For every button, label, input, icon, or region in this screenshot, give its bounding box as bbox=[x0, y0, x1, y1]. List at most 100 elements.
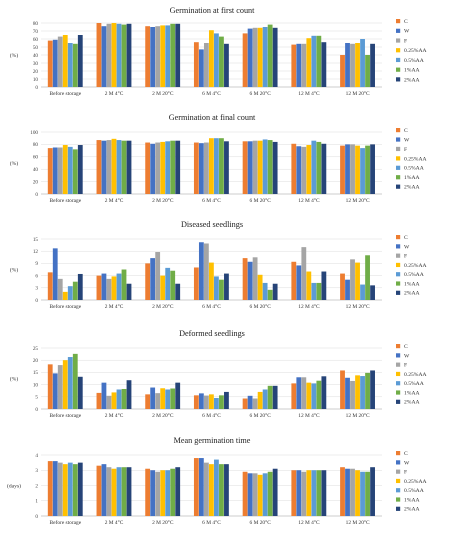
bar-1AA-5 bbox=[316, 141, 322, 194]
bar-05AA-0 bbox=[67, 462, 73, 517]
y-tick-label: 100 bbox=[30, 130, 38, 136]
bar-2AA-2 bbox=[175, 467, 181, 516]
bar-1AA-5 bbox=[316, 282, 322, 300]
bar-025AA-4 bbox=[257, 391, 263, 409]
legend-label: W bbox=[404, 137, 410, 143]
bar-2AA-1 bbox=[126, 380, 132, 409]
bar-025AA-1 bbox=[111, 276, 117, 300]
bar-2AA-2 bbox=[175, 23, 181, 87]
legend-label: 0.25%AA bbox=[404, 372, 427, 378]
bar-W-3 bbox=[198, 242, 204, 300]
bar-2AA-2 bbox=[175, 382, 181, 409]
chart-panel-4: Deformed seedlings (%) 0 5 10 15 20 25 Before st… bbox=[10, 329, 427, 419]
x-tick-label: 6 M 4°C bbox=[202, 303, 221, 310]
chart-panel-2: Germination at final count (%) 0 20 40 60 80 10… bbox=[10, 113, 427, 204]
bar-W-0 bbox=[52, 39, 58, 87]
y-tick-label: 0 bbox=[35, 407, 38, 413]
bar-1AA-1 bbox=[121, 140, 127, 194]
bar-2AA-1 bbox=[126, 283, 132, 300]
legend-label: W bbox=[404, 29, 410, 35]
chart-title: Germination at first count bbox=[170, 6, 256, 15]
bar-025AA-4 bbox=[257, 140, 263, 194]
legend-label: F bbox=[404, 254, 407, 260]
bar-05AA-2 bbox=[165, 141, 171, 194]
bar-05AA-1 bbox=[116, 23, 122, 87]
legend-label: W bbox=[404, 460, 410, 466]
bar-F-5 bbox=[301, 247, 307, 300]
x-tick-label: 12 M 4°C bbox=[298, 412, 320, 419]
y-tick-label: 0 bbox=[35, 85, 38, 91]
bar-1AA-1 bbox=[121, 467, 127, 516]
bar-W-1 bbox=[101, 464, 107, 516]
bar-F-6 bbox=[350, 144, 355, 194]
bar-05AA-3 bbox=[214, 398, 219, 409]
bar-2AA-1 bbox=[126, 23, 132, 87]
bar-W-4 bbox=[247, 28, 253, 88]
legend-label: F bbox=[404, 363, 407, 369]
legend-swatch bbox=[396, 353, 401, 358]
y-axis-label: (%) bbox=[10, 52, 19, 59]
chart-panel-1: Germination at first count (%) 0 10 20 30 40 50… bbox=[10, 6, 427, 97]
bar-W-5 bbox=[296, 470, 302, 516]
legend-swatch bbox=[396, 137, 401, 142]
bar-025AA-0 bbox=[62, 35, 68, 87]
bar-025AA-3 bbox=[208, 394, 214, 409]
bar-2AA-4 bbox=[272, 27, 278, 87]
bar-C-5 bbox=[291, 383, 297, 409]
legend-swatch bbox=[396, 390, 401, 395]
legend-label: 2%AA bbox=[404, 185, 420, 191]
bar-W-5 bbox=[296, 43, 302, 87]
bar-C-4 bbox=[242, 471, 248, 516]
bar-F-6 bbox=[350, 259, 355, 300]
legend-swatch bbox=[396, 28, 401, 33]
legend-swatch bbox=[396, 184, 401, 189]
bar-W-1 bbox=[101, 140, 107, 194]
bar-F-2 bbox=[155, 393, 161, 409]
legend-swatch bbox=[396, 281, 401, 286]
bar-025AA-1 bbox=[111, 468, 117, 516]
bar-C-6 bbox=[340, 467, 345, 516]
bar-025AA-3 bbox=[208, 262, 214, 300]
x-tick-label: 6 M 4°C bbox=[202, 412, 221, 419]
bar-C-6 bbox=[340, 370, 345, 409]
bar-C-1 bbox=[96, 465, 102, 516]
bar-W-3 bbox=[198, 458, 204, 516]
legend-swatch bbox=[396, 344, 401, 349]
legend-label: 1%AA bbox=[404, 281, 420, 287]
bar-C-2 bbox=[145, 468, 151, 516]
bar-025AA-2 bbox=[160, 470, 166, 516]
bar-2AA-3 bbox=[224, 273, 229, 300]
bar-05AA-6 bbox=[360, 376, 365, 409]
bar-025AA-1 bbox=[111, 138, 117, 194]
legend-swatch bbox=[396, 381, 401, 386]
bar-F-4 bbox=[252, 140, 258, 194]
bar-1AA-4 bbox=[267, 289, 273, 300]
bar-1AA-2 bbox=[170, 388, 176, 409]
bar-025AA-2 bbox=[160, 275, 166, 300]
bar-W-0 bbox=[52, 147, 58, 194]
bar-C-0 bbox=[47, 272, 53, 300]
x-tick-label: 2 M 20°C bbox=[152, 519, 174, 526]
bar-05AA-2 bbox=[165, 25, 171, 87]
bar-F-5 bbox=[301, 471, 307, 516]
bar-05AA-4 bbox=[262, 139, 268, 194]
bar-1AA-6 bbox=[365, 55, 370, 87]
bar-W-2 bbox=[150, 387, 156, 409]
bar-1AA-4 bbox=[267, 140, 273, 194]
bar-W-0 bbox=[52, 461, 58, 516]
bar-F-0 bbox=[57, 36, 63, 87]
legend-swatch bbox=[396, 128, 401, 133]
legend-swatch bbox=[396, 290, 401, 295]
y-tick-label: 20 bbox=[33, 179, 39, 185]
bar-1AA-6 bbox=[365, 145, 370, 194]
y-axis-label: (days) bbox=[7, 483, 21, 490]
bar-1AA-2 bbox=[170, 140, 176, 194]
y-tick-label: 5 bbox=[35, 395, 38, 401]
bar-2AA-1 bbox=[126, 467, 132, 516]
bar-W-4 bbox=[247, 261, 253, 300]
legend-label: F bbox=[404, 38, 407, 44]
bar-F-3 bbox=[203, 243, 209, 300]
legend-swatch bbox=[396, 497, 401, 502]
bar-1AA-1 bbox=[121, 269, 127, 300]
x-tick-label: 12 M 4°C bbox=[298, 197, 320, 204]
